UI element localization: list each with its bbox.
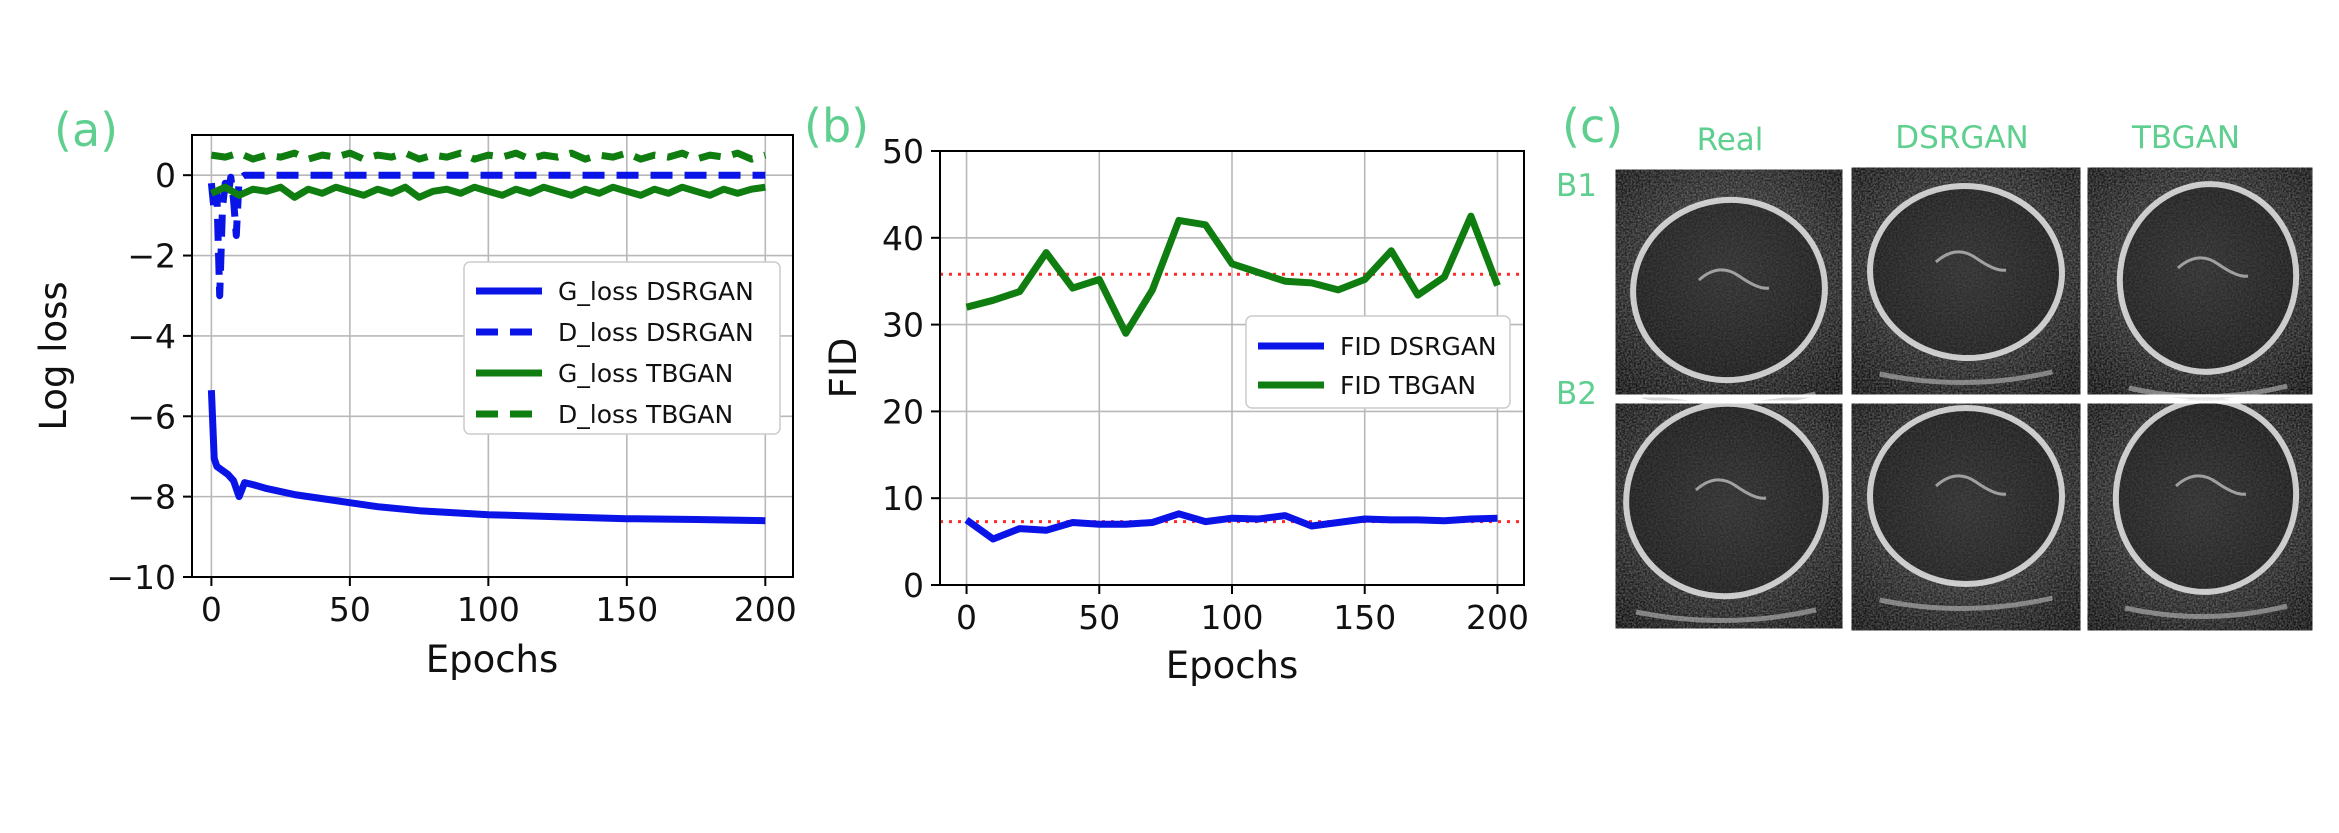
loss-chart: 0 50 100 150 200 −10 −8 −6 −4 −2 0 Epochs Log loss… xyxy=(32,134,797,681)
a-legend-label-2: G_loss TBGAN xyxy=(558,359,733,388)
b-ytick-label-1: 10 xyxy=(882,479,924,518)
a-xtick-label-3: 150 xyxy=(595,590,658,629)
a-ytick-label-1: −8 xyxy=(127,478,176,517)
panel-letter-a: (a) xyxy=(54,103,118,157)
a-legend-label-3: D_loss TBGAN xyxy=(558,400,733,429)
a-xtick-label-0: 0 xyxy=(201,590,222,629)
b-xtick-label-3: 150 xyxy=(1333,598,1396,637)
loss-chart-ticks: 0 50 100 150 200 −10 −8 −6 −4 −2 0 xyxy=(106,156,796,629)
a-xtick-label-1: 50 xyxy=(329,590,371,629)
b-ytick-label-2: 20 xyxy=(882,392,924,431)
row-label-b2: B2 xyxy=(1556,376,1597,412)
fid-chart-ticks: 0 50 100 150 200 0 10 20 30 40 50 xyxy=(882,132,1529,637)
column-label-tbgan: TBGAN xyxy=(2131,120,2240,156)
loss-chart-series xyxy=(207,149,767,525)
a-ytick-label-5: 0 xyxy=(155,156,176,195)
row-label-b1: B1 xyxy=(1556,168,1597,204)
a-series-2 xyxy=(209,183,766,201)
fid-chart: 0 50 100 150 200 0 10 20 30 40 50 Epochs FID FID D… xyxy=(822,132,1529,687)
b-ytick-label-4: 40 xyxy=(882,219,924,258)
a-xtick-label-2: 100 xyxy=(457,590,520,629)
b-xtick-label-1: 50 xyxy=(1078,598,1120,637)
loss-chart-frame xyxy=(191,134,794,578)
b-legend-label-0: FID DSRGAN xyxy=(1340,332,1497,361)
ultrasound-image-5 xyxy=(2084,397,2316,634)
a-ytick-label-3: −4 xyxy=(127,317,176,356)
ultrasound-image-0 xyxy=(1612,166,1846,407)
a-series-3 xyxy=(210,149,767,163)
ultrasound-image-3 xyxy=(1612,400,1846,632)
a-legend-label-0: G_loss DSRGAN xyxy=(558,277,754,306)
a-ytick-label-4: −2 xyxy=(127,237,176,276)
b-series-1 xyxy=(965,212,1501,337)
b-xtick-label-0: 0 xyxy=(956,598,977,637)
b-ytick-label-5: 50 xyxy=(882,132,924,171)
b-xtick-label-2: 100 xyxy=(1201,598,1264,637)
fid-chart-ylabel: FID xyxy=(822,338,865,399)
b-ytick-label-0: 0 xyxy=(903,566,924,605)
b-series-0 xyxy=(964,510,1498,543)
a-series-0 xyxy=(207,390,766,525)
fid-chart-series xyxy=(940,212,1524,543)
fid-chart-xlabel: Epochs xyxy=(1166,644,1299,687)
ultrasound-image-4 xyxy=(1848,400,2084,634)
a-legend-label-1: D_loss DSRGAN xyxy=(558,318,754,347)
loss-chart-legend: G_loss DSRGAN D_loss DSRGAN G_loss TBGAN D_… xyxy=(463,261,781,435)
a-ytick-label-0: −10 xyxy=(106,558,176,597)
a-ytick-label-2: −6 xyxy=(127,397,176,436)
panel-letter-c: (c) xyxy=(1562,99,1623,153)
a-xtick-label-4: 200 xyxy=(734,590,797,629)
column-label-dsrgan: DSRGAN xyxy=(1895,120,2029,156)
loss-chart-ylabel: Log loss xyxy=(32,281,75,430)
fid-chart-legend: FID DSRGAN FID TBGAN xyxy=(1245,315,1511,409)
panel-letter-b: (b) xyxy=(804,99,869,153)
ultrasound-image-1 xyxy=(1848,164,2084,398)
ultrasound-images xyxy=(1612,164,2316,634)
loss-chart-legend-box xyxy=(463,261,781,435)
column-label-real: Real xyxy=(1697,122,1764,158)
ultrasound-image-2 xyxy=(2084,164,2316,400)
b-xtick-label-4: 200 xyxy=(1466,598,1529,637)
b-legend-label-1: FID TBGAN xyxy=(1340,371,1476,400)
loss-chart-xlabel: Epochs xyxy=(426,638,559,681)
b-ytick-label-3: 30 xyxy=(882,306,924,345)
ultrasound-grid: Real DSRGAN TBGAN B1 B2 xyxy=(1556,120,2316,634)
